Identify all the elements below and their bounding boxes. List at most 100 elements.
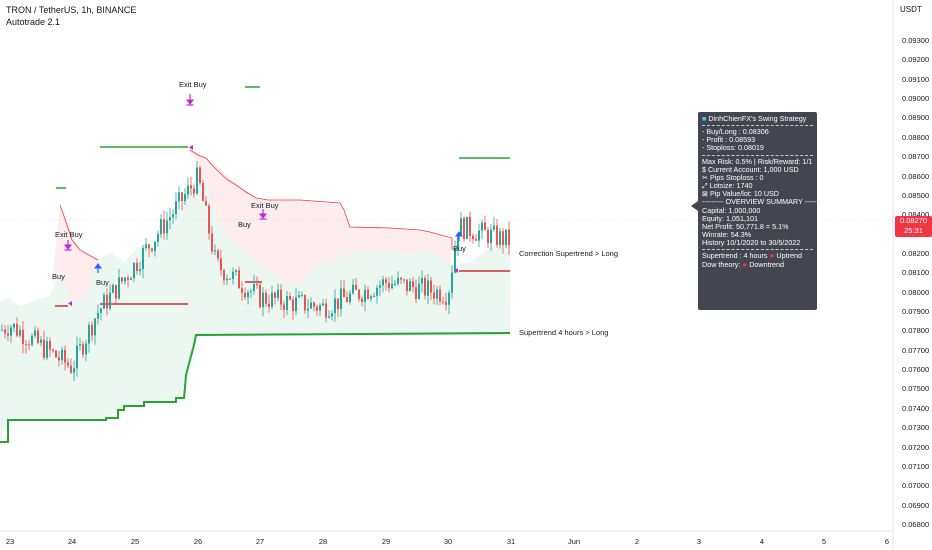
current-price-value: 0.08270: [899, 216, 928, 225]
current-price-tag: 0.08270 25:31: [895, 216, 932, 237]
buy-marker-2: [94, 263, 102, 273]
candle-body: [10, 327, 12, 336]
panel-equity: Equity: 1,051,101: [702, 214, 758, 223]
exit-marker-1: [186, 94, 194, 106]
candle-body: [280, 289, 282, 305]
candle-body: [235, 270, 237, 272]
candle-body: [58, 357, 60, 361]
panel-pointer: [691, 201, 698, 211]
candle-body: [151, 248, 153, 251]
candle-body: [193, 188, 195, 194]
candle-body: [19, 330, 21, 336]
candle-body: [361, 298, 363, 302]
exit-buy-label: Exit Buy: [179, 80, 207, 89]
panel-current-account: $ Current Account: 1,000 USD: [702, 165, 799, 174]
buy-label: Buy: [52, 272, 65, 281]
price-tick: 0.08800: [902, 132, 930, 142]
candle-body: [274, 292, 276, 298]
candle-body: [100, 308, 102, 313]
candle-body: [304, 294, 306, 311]
exit-flag-3: [454, 268, 458, 273]
panel-dow-theory: Dow theory:: [702, 260, 741, 269]
candle-body: [301, 294, 303, 296]
candle-body: [178, 192, 180, 202]
candle-body: [331, 313, 333, 317]
candle-body: [262, 292, 264, 308]
candle-body: [202, 183, 204, 202]
buy-label: Buy: [96, 278, 109, 287]
candle-body: [283, 304, 285, 310]
price-tick: 0.07300: [902, 423, 930, 433]
candle-body: [271, 292, 273, 307]
candle-body: [43, 339, 45, 358]
candle-body: [229, 278, 231, 280]
candle-body: [220, 258, 222, 271]
indicator-name[interactable]: Autotrade 2.1: [6, 17, 61, 27]
candle-body: [172, 214, 174, 218]
panel-downtrend: Downtrend: [749, 260, 784, 269]
candle-body: [61, 349, 63, 361]
panel-overview-header: --------- OVERVIEW SUMMARY --------: [702, 198, 817, 207]
candle-body: [154, 241, 156, 251]
candle-body: [163, 219, 165, 234]
candle-body: [40, 339, 42, 343]
exit-marker-2: [259, 209, 267, 220]
panel-capital: Capital: 1,000,000: [702, 206, 761, 215]
candle-body: [490, 229, 492, 244]
buy-marker-1: [455, 231, 463, 241]
candle-body: [496, 225, 498, 245]
candle-body: [415, 287, 417, 299]
time-tick: 27: [255, 537, 265, 546]
candle-body: [478, 230, 480, 241]
candle-body: [205, 201, 207, 206]
candle-body: [505, 229, 507, 245]
candle-body: [112, 284, 114, 293]
price-tick: 0.09100: [902, 74, 930, 84]
candle-body: [457, 234, 459, 249]
exit-flag-1: [189, 145, 193, 150]
candle-body: [97, 312, 99, 319]
price-tick: 0.08600: [902, 171, 930, 181]
candle-body: [253, 284, 255, 292]
time-tick: 24: [67, 537, 77, 546]
candle-body: [76, 345, 78, 369]
candle-body: [364, 289, 366, 302]
candle-body: [367, 289, 369, 299]
candle-body: [217, 250, 219, 259]
candle-body: [502, 231, 504, 245]
candle-body: [385, 279, 387, 283]
candle-body: [169, 217, 171, 221]
correction-supertrend-line-2: [59, 204, 99, 261]
price-tick: 0.07000: [902, 481, 930, 491]
price-tick: 0.08900: [902, 113, 930, 123]
candle-body: [388, 282, 390, 289]
candle-body: [94, 318, 96, 336]
candle-body: [82, 344, 84, 355]
candle-body: [439, 289, 441, 302]
candle-body: [127, 277, 129, 280]
supertrend-fill-red: [52, 205, 98, 300]
candle-body: [451, 272, 453, 293]
candle-body: [370, 296, 372, 299]
candle-body: [124, 277, 126, 282]
candle-body: [70, 365, 72, 373]
currency-label: USDT: [900, 5, 922, 14]
panel-max-risk: Max Risk: 0.5% | Risk/Reward: 1/1: [702, 157, 813, 166]
candle-body: [292, 299, 294, 311]
candle-body: [142, 248, 144, 270]
candle-body: [481, 222, 483, 231]
candle-body: [199, 167, 201, 184]
time-tick: 28: [318, 537, 328, 546]
candle-body: [403, 279, 405, 281]
candle-body: [466, 216, 468, 239]
time-tick: 2: [634, 537, 640, 546]
candle-body: [286, 296, 288, 310]
candle-body: [226, 278, 228, 281]
price-tick: 0.08200: [902, 248, 930, 258]
candle-body: [181, 192, 183, 202]
candle-body: [499, 231, 501, 245]
symbol-title[interactable]: TRON / TetherUS, 1h, BINANCE: [6, 5, 137, 15]
candle-body: [295, 297, 297, 311]
supertrend-fill-red-2: [190, 150, 452, 285]
